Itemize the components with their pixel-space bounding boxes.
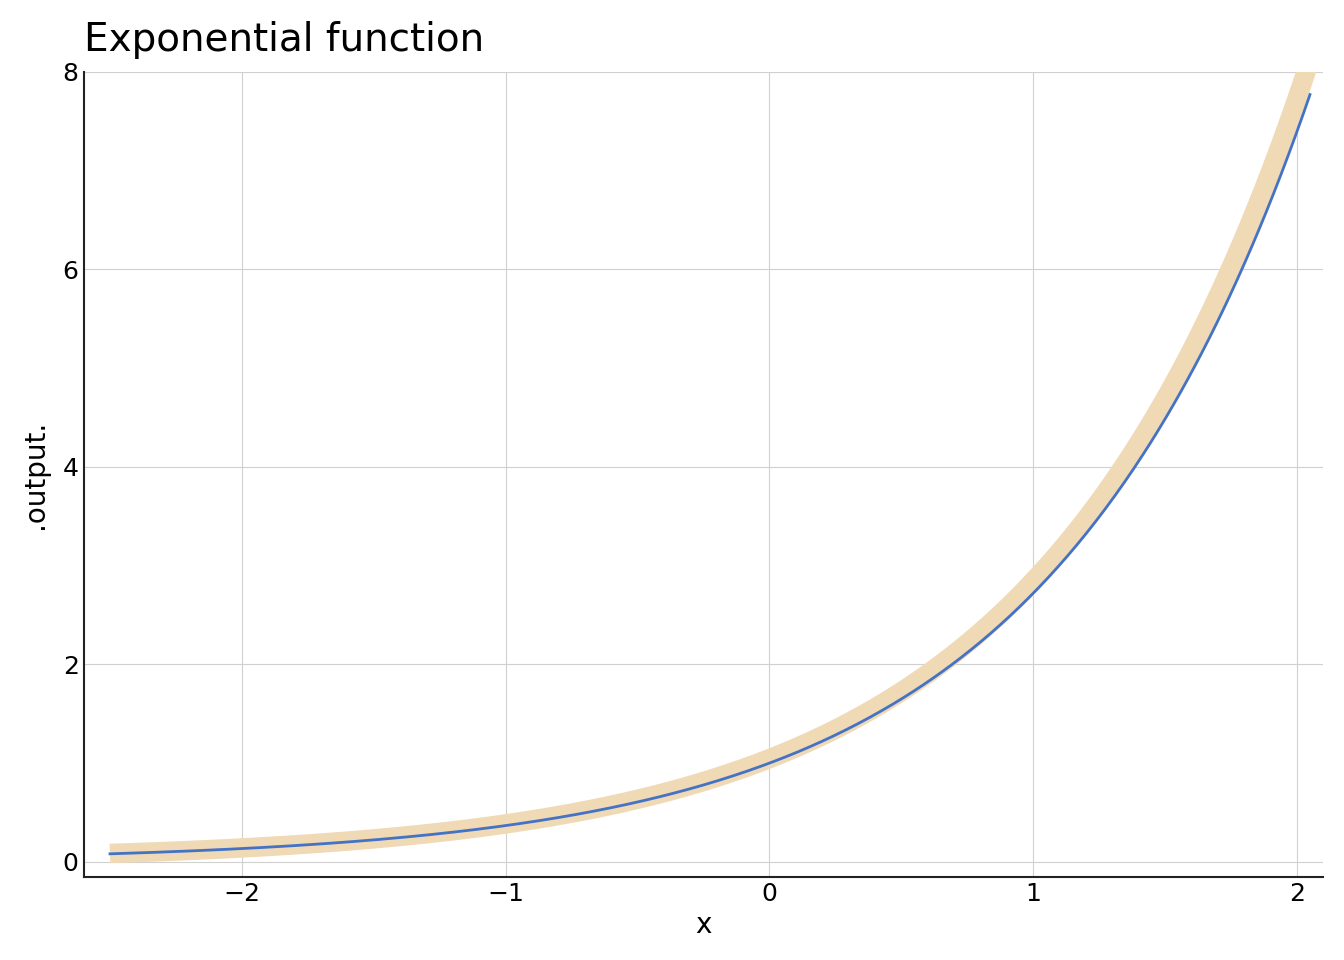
Text: Exponential function: Exponential function (83, 21, 484, 59)
Y-axis label: .output.: .output. (22, 420, 48, 529)
X-axis label: x: x (695, 911, 711, 939)
